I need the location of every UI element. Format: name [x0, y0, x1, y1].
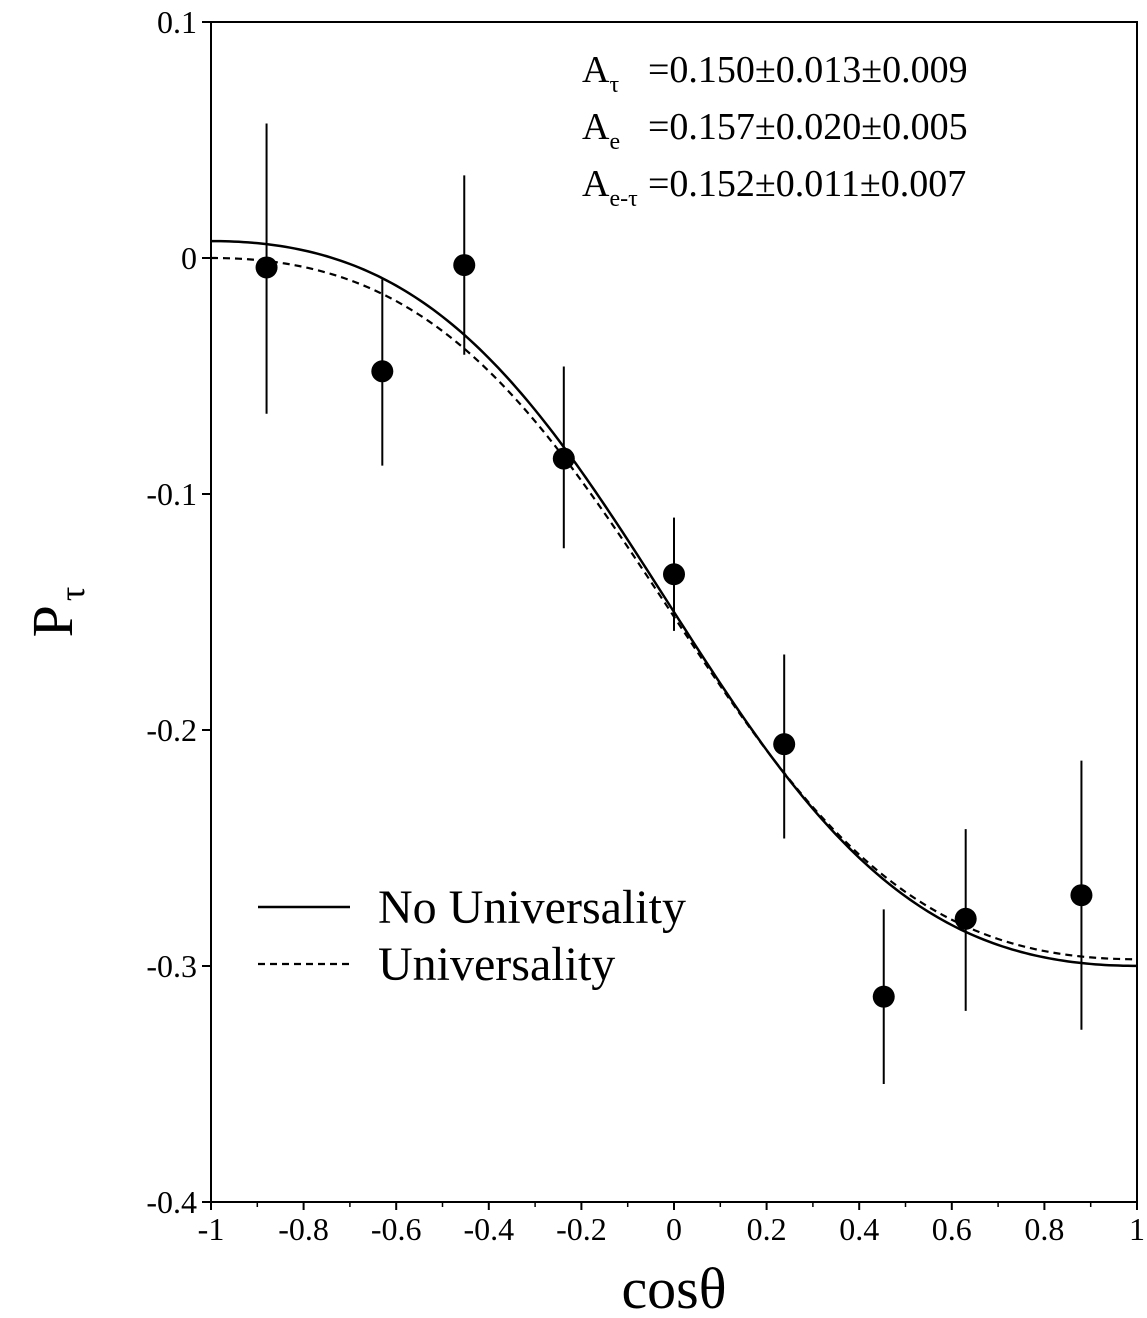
- y-axis-title: Pτ: [20, 587, 92, 638]
- y-tick-label: 0: [181, 240, 197, 276]
- data-point: [1070, 884, 1093, 907]
- fit-result-subscript: τ: [609, 72, 619, 98]
- data-points: [255, 123, 1093, 1084]
- y-tick-label: -0.2: [146, 712, 197, 748]
- fit-result-value: =0.152±0.011±0.007: [648, 163, 966, 205]
- fit-result-subscript: e-τ: [609, 186, 638, 212]
- x-tick-label: 0.6: [932, 1211, 972, 1247]
- y-axis-ticks: 0.1 0 -0.1 -0.2 -0.3 -0.4: [146, 4, 211, 1220]
- data-point: [371, 360, 394, 383]
- legend-label: No Universality: [378, 881, 686, 934]
- x-tick-label: -0.2: [556, 1211, 607, 1247]
- fit-result-subscript: e: [609, 129, 620, 155]
- legend-label: Universality: [378, 938, 615, 991]
- y-tick-label: -0.4: [146, 1184, 197, 1220]
- fit-result-value: =0.150±0.013±0.009: [648, 49, 968, 91]
- fit-result-symbol: A: [582, 49, 610, 91]
- x-tick-label: 1: [1129, 1211, 1145, 1247]
- x-axis-title: cosθ: [621, 1256, 726, 1318]
- y-axis-title-main: P: [20, 605, 85, 637]
- y-tick-label: -0.1: [146, 476, 197, 512]
- x-tick-label: -1: [198, 1211, 225, 1247]
- x-tick-label: -0.8: [278, 1211, 329, 1247]
- data-point: [872, 985, 895, 1008]
- data-point: [954, 907, 977, 930]
- fit-annotations: Aτ =0.150±0.013±0.009 Ae =0.157±0.020±0.005…: [582, 49, 968, 212]
- x-tick-label: 0.2: [747, 1211, 787, 1247]
- x-axis-ticks: -1 -0.8 -0.6 -0.4 -0.2 0 0.2 0.4 0.6 0.8 1: [198, 1202, 1145, 1247]
- x-tick-label: -0.4: [463, 1211, 514, 1247]
- y-tick-label: -0.3: [146, 948, 197, 984]
- fit-result-text: Ae-τ: [582, 163, 638, 212]
- fit-result-text: Aτ: [582, 49, 619, 98]
- fit-result-symbol: A: [582, 106, 610, 148]
- data-point: [663, 563, 685, 586]
- x-tick-label: 0.4: [839, 1211, 879, 1247]
- data-point: [552, 447, 575, 470]
- fit-result-text: Ae: [582, 106, 620, 155]
- x-tick-label: -0.6: [371, 1211, 422, 1247]
- x-tick-label: 0.8: [1024, 1211, 1064, 1247]
- fit-result-symbol: A: [582, 163, 610, 205]
- y-tick-label: 0.1: [157, 4, 197, 40]
- x-tick-label: 0: [666, 1211, 682, 1247]
- data-point: [773, 733, 796, 756]
- fit-result-value: =0.157±0.020±0.005: [648, 106, 968, 148]
- data-point: [255, 256, 278, 279]
- data-point: [453, 254, 476, 277]
- y-axis-title-sub: τ: [52, 587, 92, 601]
